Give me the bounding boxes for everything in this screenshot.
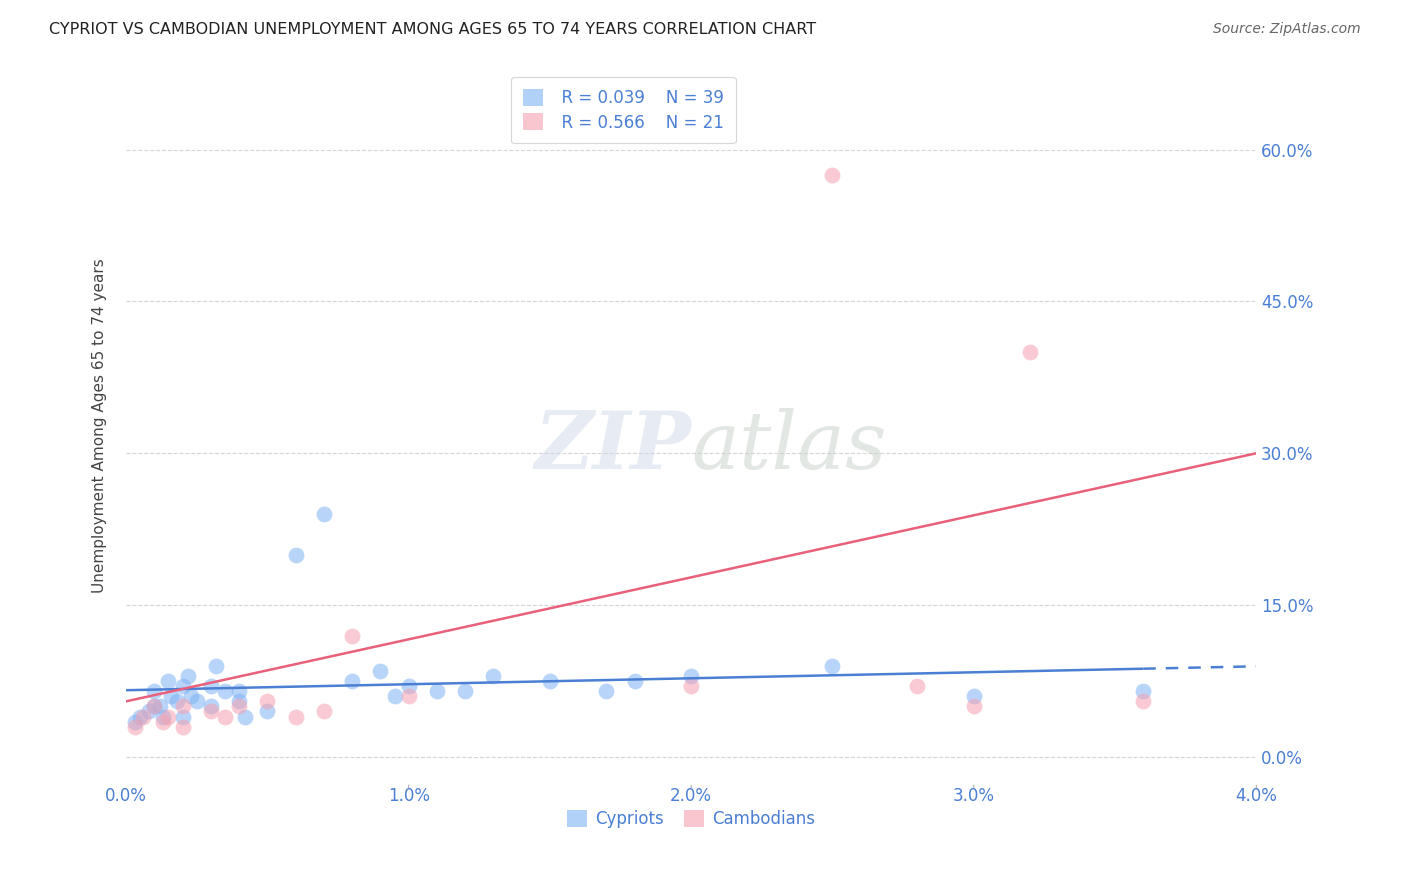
Point [172, 720, 194, 734]
Point [143, 699, 166, 714]
Point [340, 674, 363, 689]
Point [963, 699, 986, 714]
Point [256, 694, 278, 708]
Point [143, 699, 166, 714]
Point [963, 690, 986, 704]
Point [821, 659, 844, 673]
Point [157, 709, 180, 723]
Point [200, 679, 222, 693]
Point [149, 699, 172, 714]
Text: Source: ZipAtlas.com: Source: ZipAtlas.com [1213, 22, 1361, 37]
Point [398, 690, 420, 704]
Point [138, 705, 160, 719]
Point [214, 709, 236, 723]
Point [681, 669, 703, 683]
Point [595, 684, 617, 698]
Point [228, 684, 250, 698]
Point [200, 699, 222, 714]
Point [177, 669, 200, 683]
Point [233, 709, 256, 723]
Point [172, 679, 194, 693]
Point [200, 705, 222, 719]
Point [180, 690, 202, 704]
Point [312, 507, 335, 521]
Point [186, 694, 208, 708]
Point [538, 674, 561, 689]
Point [312, 705, 335, 719]
Text: CYPRIOT VS CAMBODIAN UNEMPLOYMENT AMONG AGES 65 TO 74 YEARS CORRELATION CHART: CYPRIOT VS CAMBODIAN UNEMPLOYMENT AMONG … [49, 22, 817, 37]
Text: ZIP: ZIP [534, 409, 692, 485]
Point [228, 699, 250, 714]
Point [205, 659, 228, 673]
Text: atlas: atlas [692, 409, 887, 485]
Point [384, 690, 406, 704]
Point [681, 679, 703, 693]
Point [426, 684, 449, 698]
Point [1132, 684, 1154, 698]
Point [821, 168, 844, 182]
Point [370, 664, 392, 678]
Point [340, 628, 363, 642]
Point [124, 720, 146, 734]
Point [132, 709, 155, 723]
Point [623, 674, 645, 689]
Point [284, 709, 307, 723]
Point [172, 709, 194, 723]
Point [160, 690, 183, 704]
Point [905, 679, 928, 693]
Legend: Cypriots, Cambodians: Cypriots, Cambodians [561, 803, 823, 835]
Point [482, 669, 505, 683]
Y-axis label: Unemployment Among Ages 65 to 74 years: Unemployment Among Ages 65 to 74 years [93, 258, 107, 593]
Point [124, 714, 146, 729]
Point [454, 684, 477, 698]
Point [284, 548, 307, 562]
Point [214, 684, 236, 698]
Point [398, 679, 420, 693]
Point [129, 709, 152, 723]
Point [1132, 694, 1154, 708]
Point [228, 694, 250, 708]
Point [1019, 345, 1042, 359]
Point [172, 699, 194, 714]
Point [143, 684, 166, 698]
Point [157, 674, 180, 689]
Point [256, 705, 278, 719]
Point [166, 694, 188, 708]
Point [152, 714, 174, 729]
Point [152, 709, 174, 723]
